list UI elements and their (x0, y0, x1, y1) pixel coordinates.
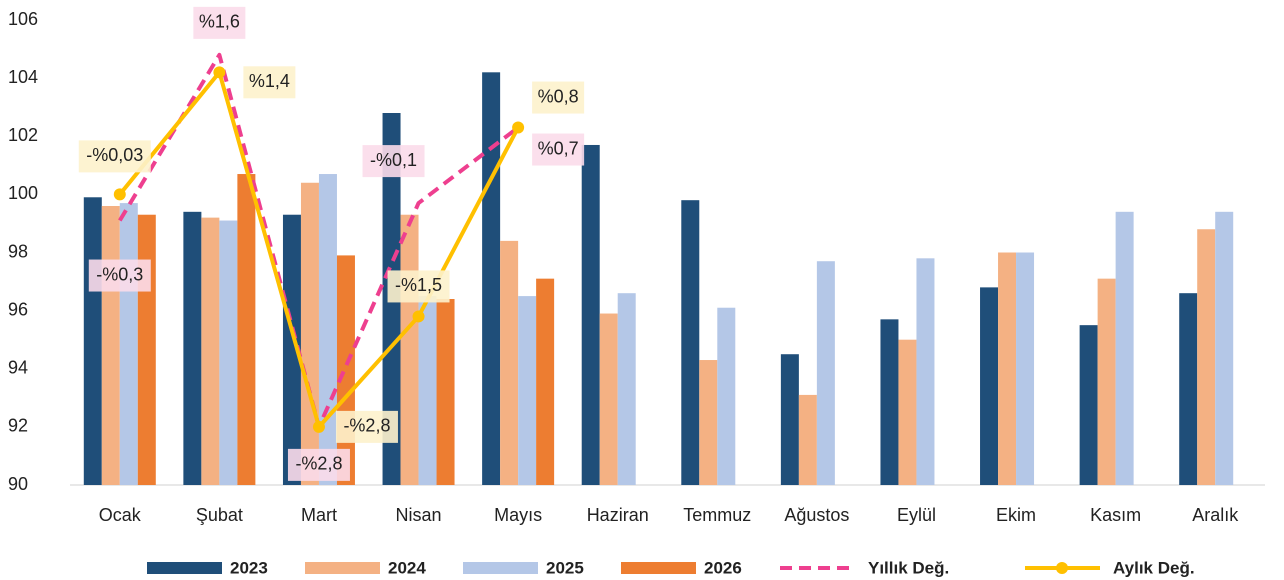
data-label: -%2,8 (343, 416, 390, 436)
x-tick-label: Mayıs (494, 505, 542, 525)
marker (312, 420, 325, 433)
label-box (287, 448, 350, 481)
legend-swatch (305, 562, 380, 574)
x-tick-label: Ağustos (784, 505, 849, 525)
data-label: -%0,03 (86, 145, 143, 165)
bar (1016, 252, 1035, 485)
data-label: -%2,8 (295, 454, 342, 474)
label-box (193, 6, 246, 39)
bar (83, 197, 102, 485)
bar (1215, 211, 1234, 485)
data-label: %1,4 (249, 71, 290, 91)
legend-label: Aylık Değ. (1113, 558, 1195, 577)
y-tick-label: 102 (8, 125, 38, 145)
label-box (362, 145, 425, 178)
data-label: %0,8 (538, 86, 579, 106)
bar (400, 214, 419, 485)
data-label: -%1,5 (395, 275, 442, 295)
bar (780, 354, 799, 485)
legend: 2023 2024 2025 2026 Yıllık Değ. Aylık Değ. (147, 558, 1195, 577)
x-tick-label: Eylül (897, 505, 936, 525)
label-box (88, 259, 151, 292)
label-box (335, 410, 398, 443)
legend-marker (1056, 562, 1068, 574)
bar (119, 203, 138, 485)
label-box (532, 133, 585, 166)
y-tick-label: 98 (8, 241, 28, 261)
x-tick-label: Mart (301, 505, 337, 525)
bar (916, 258, 935, 485)
bar (1115, 211, 1134, 485)
bar (137, 214, 156, 485)
legend-label: 2024 (388, 558, 426, 577)
data-label: -%0,1 (370, 150, 417, 170)
bar (1079, 325, 1098, 485)
bar (699, 360, 718, 485)
bar (101, 206, 120, 485)
bar (201, 217, 220, 485)
bar (536, 278, 555, 485)
bar (898, 339, 917, 485)
x-tick-label: Şubat (196, 505, 243, 525)
y-tick-label: 90 (8, 474, 28, 494)
bar (219, 220, 238, 485)
bar (282, 214, 301, 485)
x-tick-label: Aralık (1192, 505, 1239, 525)
legend-label: Yıllık Değ. (868, 558, 949, 577)
x-tick-label: Ekim (996, 505, 1036, 525)
bar (798, 394, 817, 485)
bar (617, 293, 636, 485)
legend-swatch (147, 562, 222, 574)
bar (980, 287, 999, 485)
bar (482, 72, 501, 485)
bar (1097, 278, 1116, 485)
label-box (78, 140, 151, 173)
label-box (387, 270, 450, 303)
label-box (243, 66, 296, 99)
bar (998, 252, 1017, 485)
bar (518, 296, 537, 485)
y-tick-label: 92 (8, 416, 28, 436)
bar (880, 319, 899, 485)
legend-label: 2025 (546, 558, 584, 577)
data-label: %1,6 (199, 12, 240, 32)
y-tick-label: 100 (8, 183, 38, 203)
bar (300, 182, 319, 485)
bar (436, 299, 455, 485)
x-tick-label: Kasım (1090, 505, 1141, 525)
legend-swatch (463, 562, 538, 574)
marker (512, 121, 525, 134)
x-tick-label: Nisan (396, 505, 442, 525)
bar (318, 174, 337, 485)
y-tick-label: 96 (8, 299, 28, 319)
legend-label: 2026 (704, 558, 742, 577)
bar (816, 261, 835, 485)
bar (183, 211, 202, 485)
x-tick-label: Ocak (99, 505, 142, 525)
marker (412, 310, 425, 323)
bar (1197, 229, 1216, 485)
bar (599, 313, 618, 485)
x-tick-label: Temmuz (683, 505, 751, 525)
marker (113, 188, 126, 201)
bar (237, 174, 256, 485)
marker (213, 66, 226, 79)
bar (581, 144, 600, 485)
legend-label: 2023 (230, 558, 268, 577)
bar (717, 307, 736, 485)
bar (500, 240, 519, 485)
bar (418, 296, 437, 485)
y-tick-label: 94 (8, 358, 28, 378)
bar (1179, 293, 1198, 485)
legend-swatch (621, 562, 696, 574)
data-label: %0,7 (538, 138, 579, 158)
y-tick-label: 106 (8, 9, 38, 29)
y-tick-label: 104 (8, 67, 38, 87)
x-tick-label: Haziran (587, 505, 649, 525)
data-label: -%0,3 (96, 264, 143, 284)
label-box (532, 81, 585, 114)
bar (681, 200, 700, 485)
